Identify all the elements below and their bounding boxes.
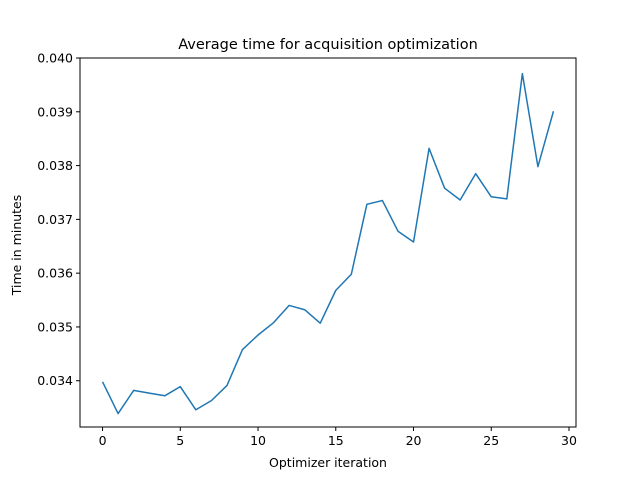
y-tick-label: 0.039 — [37, 104, 73, 119]
x-tick-label: 0 — [99, 433, 107, 448]
y-tick-label: 0.037 — [37, 212, 73, 227]
y-axis-label: Time in minutes — [9, 195, 24, 297]
x-tick-label: 30 — [561, 433, 577, 448]
series-line-0 — [101, 72, 555, 415]
y-tick-label: 0.034 — [37, 373, 73, 388]
plot-frame — [79, 57, 577, 428]
x-tick-label: 20 — [406, 433, 422, 448]
x-tick-label: 15 — [328, 433, 344, 448]
x-tick-label: 25 — [483, 433, 499, 448]
plot-area: 0 5 10 15 20 25 30 0.034 0.035 0.036 0.037 0.038 0.0… — [37, 51, 577, 449]
x-axis-label: Optimizer iteration — [269, 455, 387, 470]
chart-title: Average time for acquisition optimizatio… — [178, 37, 478, 53]
y-tick-label: 0.038 — [37, 158, 73, 173]
y-tick-label: 0.040 — [37, 51, 73, 66]
y-tick-label: 0.035 — [37, 319, 73, 334]
x-tick-label: 10 — [250, 433, 266, 448]
y-tick-label: 0.036 — [37, 266, 73, 281]
x-tick-label: 5 — [176, 433, 184, 448]
